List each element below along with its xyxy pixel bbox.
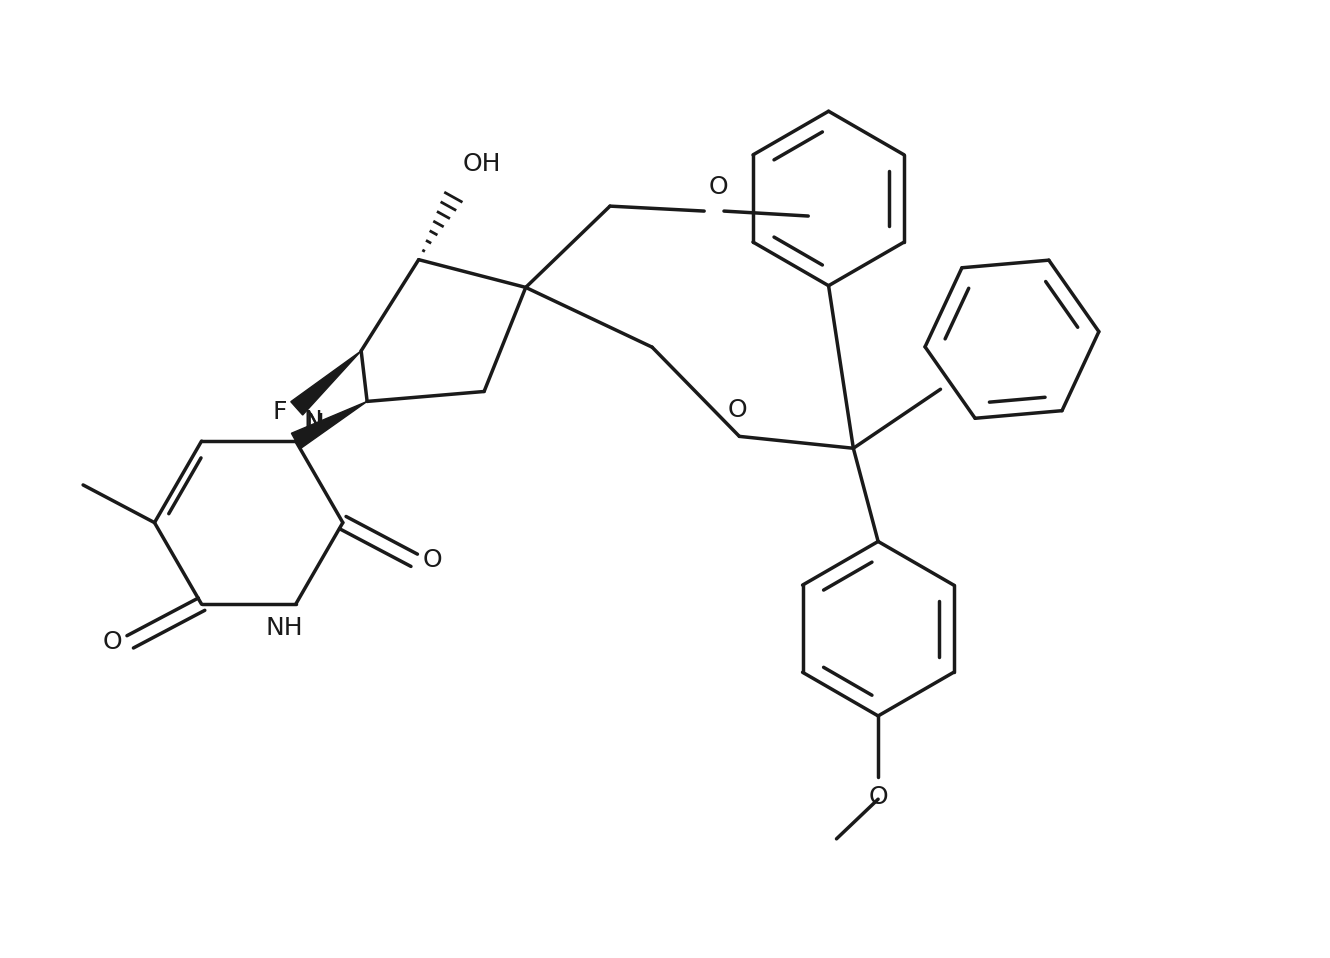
Text: O: O xyxy=(422,548,442,572)
Text: N: N xyxy=(303,409,322,433)
Text: N: N xyxy=(306,412,325,436)
Text: F: F xyxy=(273,400,287,424)
Text: O: O xyxy=(102,629,122,654)
Text: O: O xyxy=(709,175,729,199)
Polygon shape xyxy=(291,351,362,415)
Text: NH: NH xyxy=(265,616,303,640)
Text: OH: OH xyxy=(463,152,501,176)
Text: O: O xyxy=(868,786,888,810)
Text: O: O xyxy=(728,399,747,422)
Polygon shape xyxy=(291,401,367,449)
